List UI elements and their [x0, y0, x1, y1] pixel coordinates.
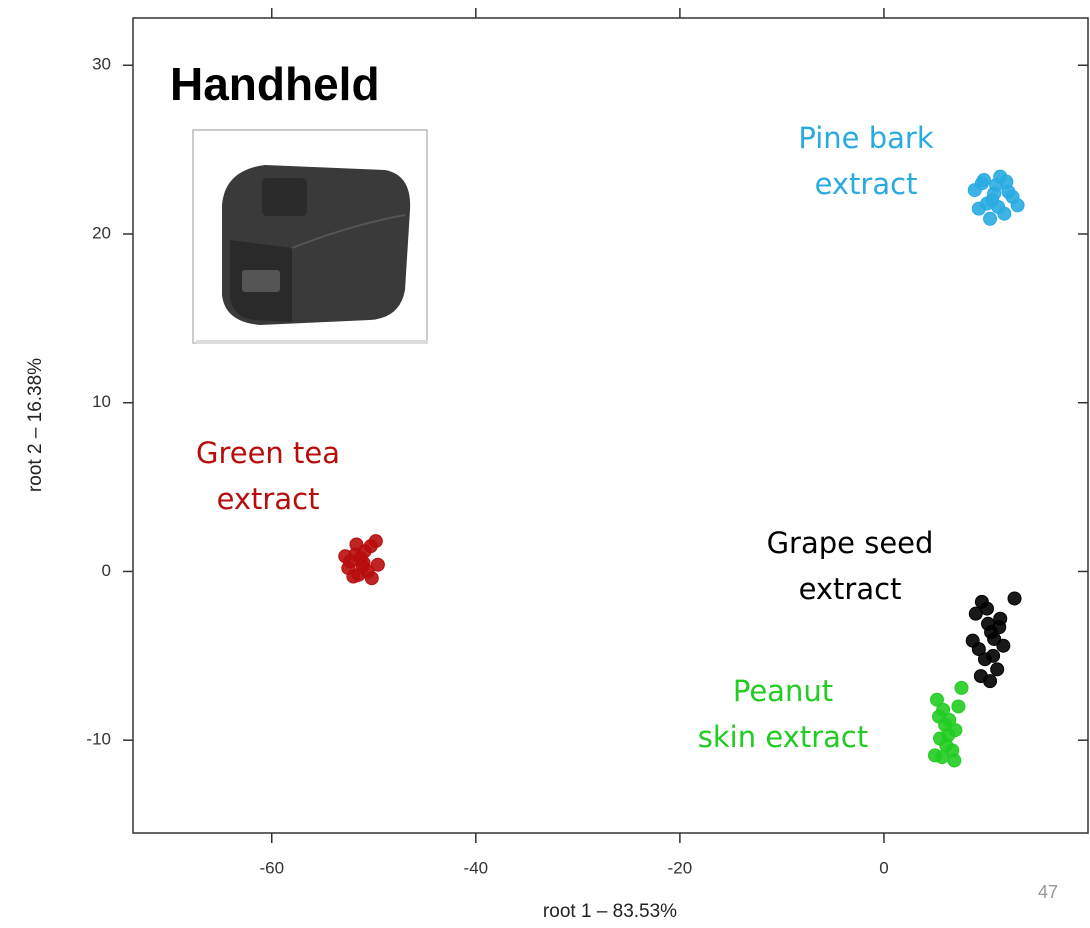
page: {"chart_data": {"type": "scatter", "titl…	[0, 0, 1090, 928]
point	[933, 710, 946, 723]
point	[952, 700, 965, 713]
series	[966, 592, 1021, 688]
point	[1000, 175, 1013, 188]
x-tick-label: -60	[259, 858, 284, 877]
x-tick-label: 0	[879, 858, 888, 877]
point	[984, 212, 997, 225]
y-tick-label: 20	[92, 223, 111, 242]
point	[955, 681, 968, 694]
x-axis-title: root 1 – 83.53%	[543, 901, 677, 922]
point	[365, 572, 378, 585]
point	[1011, 199, 1024, 212]
series	[928, 681, 968, 767]
y-tick-label: -10	[86, 730, 111, 749]
point	[369, 535, 382, 548]
point	[948, 754, 961, 767]
x-tick-label: -20	[668, 858, 693, 877]
chart: Handheld 47 root 1 – 83.53% root 2 – 16.…	[0, 0, 1090, 928]
y-tick-label: 0	[102, 561, 111, 580]
point	[991, 663, 1004, 676]
point	[975, 177, 988, 190]
point	[992, 200, 1005, 213]
point	[980, 602, 993, 615]
chart-title: Handheld	[170, 58, 380, 110]
series	[339, 535, 385, 585]
point	[993, 621, 1006, 634]
device-photo	[193, 130, 428, 344]
point	[988, 187, 1001, 200]
point	[936, 751, 949, 764]
x-tick-label: -40	[464, 858, 489, 877]
y-axis-title: root 2 – 16.38%	[25, 358, 46, 492]
point	[350, 538, 363, 551]
point	[356, 560, 369, 573]
point	[984, 675, 997, 688]
point	[966, 634, 979, 647]
page-number: 47	[1038, 882, 1058, 902]
point	[997, 639, 1010, 652]
point	[942, 729, 955, 742]
point	[371, 558, 384, 571]
y-tick-label: 30	[92, 55, 111, 74]
series	[968, 170, 1024, 225]
y-tick-label: 10	[92, 392, 111, 411]
point	[1008, 592, 1021, 605]
point	[987, 649, 1000, 662]
point	[344, 555, 357, 568]
